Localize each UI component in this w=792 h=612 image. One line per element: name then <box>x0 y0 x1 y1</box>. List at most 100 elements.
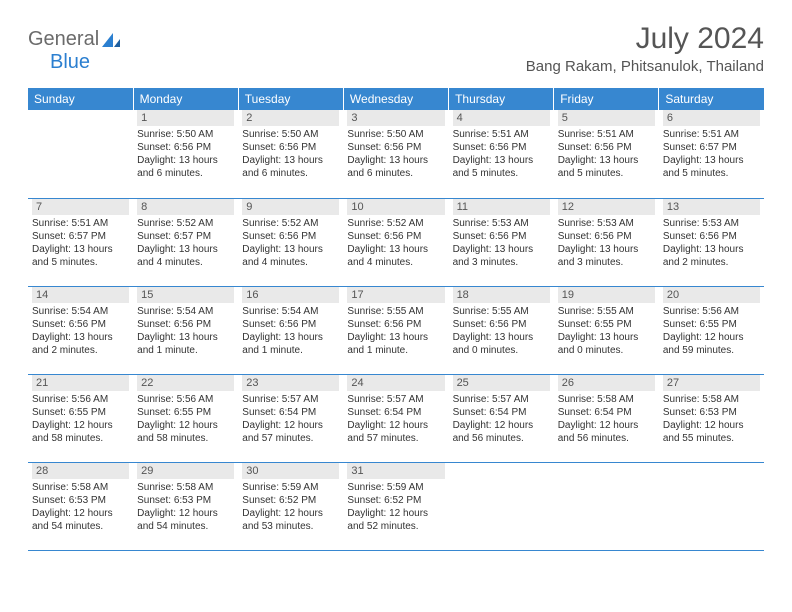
day-number: 15 <box>137 287 234 303</box>
daylight-text: Daylight: 12 hours and 58 minutes. <box>32 419 129 445</box>
calendar-cell: 5Sunrise: 5:51 AMSunset: 6:56 PMDaylight… <box>554 110 659 198</box>
sunrise-text: Sunrise: 5:53 AM <box>453 217 550 230</box>
day-number: 2 <box>242 110 339 126</box>
sunrise-text: Sunrise: 5:52 AM <box>242 217 339 230</box>
cell-inner: 12Sunrise: 5:53 AMSunset: 6:56 PMDayligh… <box>554 199 659 273</box>
calendar-cell: 28Sunrise: 5:58 AMSunset: 6:53 PMDayligh… <box>28 462 133 550</box>
sunrise-text: Sunrise: 5:51 AM <box>558 128 655 141</box>
day-number: 13 <box>663 199 760 215</box>
logo-sail-icon <box>102 33 120 47</box>
cell-inner: 10 Sunrise: 5:52 AMSunset: 6:56 PMDayligh… <box>343 199 448 273</box>
calendar-cell: 13Sunrise: 5:53 AMSunset: 6:56 PMDayligh… <box>659 198 764 286</box>
cell-inner <box>554 463 659 485</box>
sunrise-text: Sunrise: 5:50 AM <box>137 128 234 141</box>
calendar-cell: 9Sunrise: 5:52 AMSunset: 6:56 PMDaylight… <box>238 198 343 286</box>
calendar-cell: 16Sunrise: 5:54 AMSunset: 6:56 PMDayligh… <box>238 286 343 374</box>
calendar-cell: 27Sunrise: 5:58 AMSunset: 6:53 PMDayligh… <box>659 374 764 462</box>
calendar-cell: 21 Sunrise: 5:56 AMSunset: 6:55 PMDayligh… <box>28 374 133 462</box>
cell-inner: 29Sunrise: 5:58 AMSunset: 6:53 PMDayligh… <box>133 463 238 537</box>
calendar-cell: 8Sunrise: 5:52 AMSunset: 6:57 PMDaylight… <box>133 198 238 286</box>
cell-inner: 20Sunrise: 5:56 AMSunset: 6:55 PMDayligh… <box>659 287 764 361</box>
sunrise-text: Sunrise: 5:51 AM <box>32 217 129 230</box>
cell-inner: 21 Sunrise: 5:56 AMSunset: 6:55 PMDayligh… <box>28 375 133 449</box>
day-number: 27 <box>663 375 760 391</box>
day-number: 22 <box>137 375 234 391</box>
sunset-text: Sunset: 6:56 PM <box>453 318 550 331</box>
calendar-cell <box>28 110 133 198</box>
weekday-wednesday: Wednesday <box>343 88 448 110</box>
calendar-cell: 24Sunrise: 5:57 AMSunset: 6:54 PMDayligh… <box>343 374 448 462</box>
sunrise-text: Sunrise: 5:58 AM <box>558 393 655 406</box>
sunset-text: Sunset: 6:55 PM <box>558 318 655 331</box>
daylight-text: Daylight: 12 hours and 56 minutes. <box>558 419 655 445</box>
sunset-text: Sunset: 6:56 PM <box>137 141 234 154</box>
day-number: 11 <box>453 199 550 215</box>
cell-inner: 17Sunrise: 5:55 AMSunset: 6:56 PMDayligh… <box>343 287 448 361</box>
sunset-text: Sunset: 6:56 PM <box>453 141 550 154</box>
calendar-row: 7Sunrise: 5:51 AMSunset: 6:57 PMDaylight… <box>28 198 764 286</box>
day-number: 20 <box>663 287 760 303</box>
daylight-text: Daylight: 13 hours and 6 minutes. <box>137 154 234 180</box>
calendar-row: 21Sunrise: 5:56 AMSunset: 6:55 PMDayligh… <box>28 374 764 462</box>
calendar-cell <box>659 462 764 550</box>
day-number: 3 <box>347 110 444 126</box>
weekday-monday: Monday <box>133 88 238 110</box>
day-number: 18 <box>453 287 550 303</box>
weekday-tuesday: Tuesday <box>238 88 343 110</box>
daylight-text: Daylight: 13 hours and 0 minutes. <box>558 331 655 357</box>
sunset-text: Sunset: 6:57 PM <box>137 230 234 243</box>
sunset-text: Sunset: 6:52 PM <box>242 494 339 507</box>
sunrise-text: Sunrise: 5:57 AM <box>453 393 550 406</box>
sunrise-text: Sunrise: 5:53 AM <box>558 217 655 230</box>
daylight-text: Daylight: 13 hours and 5 minutes. <box>453 154 550 180</box>
weekday-thursday: Thursday <box>449 88 554 110</box>
daylight-text: Daylight: 13 hours and 4 minutes. <box>347 243 444 269</box>
day-number: 28 <box>32 463 129 479</box>
sunrise-text: Sunrise: 5:58 AM <box>663 393 760 406</box>
day-number: 26 <box>558 375 655 391</box>
sunset-text: Sunset: 6:53 PM <box>663 406 760 419</box>
cell-inner: 25Sunrise: 5:57 AMSunset: 6:54 PMDayligh… <box>449 375 554 449</box>
cell-inner <box>28 110 133 132</box>
calendar-cell: 19Sunrise: 5:55 AMSunset: 6:55 PMDayligh… <box>554 286 659 374</box>
cell-inner: 7Sunrise: 5:51 AMSunset: 6:57 PMDaylight… <box>28 199 133 273</box>
calendar-row: 14Sunrise: 5:54 AMSunset: 6:56 PMDayligh… <box>28 286 764 374</box>
sunrise-text: Sunrise: 5:55 AM <box>347 305 444 318</box>
calendar-cell: 7Sunrise: 5:51 AMSunset: 6:57 PMDaylight… <box>28 198 133 286</box>
sunset-text: Sunset: 6:55 PM <box>137 406 234 419</box>
sunset-text: Sunset: 6:57 PM <box>32 230 129 243</box>
day-number: 8 <box>137 199 234 215</box>
daylight-text: Daylight: 12 hours and 52 minutes. <box>347 507 444 533</box>
calendar-cell <box>554 462 659 550</box>
cell-inner: 4Sunrise: 5:51 AMSunset: 6:56 PMDaylight… <box>449 110 554 184</box>
cell-inner: 15Sunrise: 5:54 AMSunset: 6:56 PMDayligh… <box>133 287 238 361</box>
cell-inner: 3Sunrise: 5:50 AMSunset: 6:56 PMDaylight… <box>343 110 448 184</box>
sunset-text: Sunset: 6:56 PM <box>137 318 234 331</box>
daylight-text: Daylight: 12 hours and 57 minutes. <box>242 419 339 445</box>
calendar-cell: 14Sunrise: 5:54 AMSunset: 6:56 PMDayligh… <box>28 286 133 374</box>
sunset-text: Sunset: 6:54 PM <box>558 406 655 419</box>
calendar-cell: 18Sunrise: 5:55 AMSunset: 6:56 PMDayligh… <box>449 286 554 374</box>
sunrise-text: Sunrise: 5:51 AM <box>453 128 550 141</box>
cell-inner: 16Sunrise: 5:54 AMSunset: 6:56 PMDayligh… <box>238 287 343 361</box>
day-number: 21 <box>32 375 129 391</box>
sunset-text: Sunset: 6:56 PM <box>663 230 760 243</box>
day-number: 25 <box>453 375 550 391</box>
logo-text-general: General <box>28 28 99 51</box>
sunset-text: Sunset: 6:55 PM <box>32 406 129 419</box>
calendar-cell: 3Sunrise: 5:50 AMSunset: 6:56 PMDaylight… <box>343 110 448 198</box>
day-number: 10 <box>347 199 444 215</box>
day-number: 7 <box>32 199 129 215</box>
day-number: 17 <box>347 287 444 303</box>
day-number: 29 <box>137 463 234 479</box>
day-number: 1 <box>137 110 234 126</box>
calendar-table: Sunday Monday Tuesday Wednesday Thursday… <box>28 88 764 551</box>
day-number: 14 <box>32 287 129 303</box>
sunrise-text: Sunrise: 5:56 AM <box>32 393 129 406</box>
sunset-text: Sunset: 6:56 PM <box>347 230 444 243</box>
daylight-text: Daylight: 12 hours and 54 minutes. <box>32 507 129 533</box>
daylight-text: Daylight: 13 hours and 6 minutes. <box>242 154 339 180</box>
sunrise-text: Sunrise: 5:52 AM <box>347 217 444 230</box>
daylight-text: Daylight: 12 hours and 56 minutes. <box>453 419 550 445</box>
calendar-cell <box>449 462 554 550</box>
